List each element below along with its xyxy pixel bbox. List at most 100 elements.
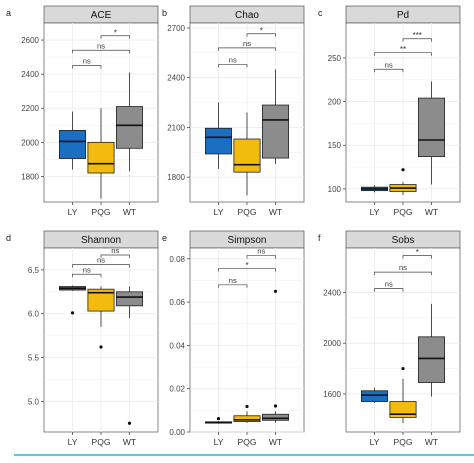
- bracket-label: ns: [83, 265, 91, 274]
- bracket-line: [246, 33, 276, 37]
- bracket-line: [402, 255, 432, 259]
- x-tick-label: PQG: [394, 207, 413, 217]
- x-tick-label: WT: [269, 437, 282, 447]
- bracket-label: ns: [229, 276, 237, 285]
- box-body: [115, 106, 144, 149]
- box-body: [58, 129, 87, 159]
- significance-bracket: ns: [100, 246, 130, 259]
- outlier-point: [273, 404, 278, 408]
- y-tick-label: 2000: [323, 339, 341, 348]
- y-tick-label: 1600: [323, 390, 341, 399]
- x-tick-label: PQG: [238, 207, 257, 217]
- bracket-line: [72, 65, 102, 69]
- bracket-line: [72, 273, 102, 278]
- box-wt: [417, 303, 446, 397]
- x-tick-label: LY: [214, 207, 224, 217]
- significance-bracket: ***: [402, 31, 432, 42]
- bracket-label: ns: [399, 263, 407, 272]
- bracket-line: [218, 284, 248, 288]
- x-tick-label: WT: [425, 207, 438, 217]
- significance-bracket: ns: [72, 41, 130, 54]
- y-tick-label: 150: [328, 141, 342, 150]
- bracket-line: [374, 52, 432, 56]
- panel-letter: f: [318, 233, 321, 243]
- bracket-label: ns: [229, 55, 237, 64]
- box-pqg: [87, 286, 115, 349]
- bracket-line: [374, 288, 404, 292]
- outlier-point: [245, 404, 249, 409]
- significance-bracket: *: [218, 261, 276, 272]
- box-pqg: [233, 404, 261, 423]
- bracket-line: [72, 49, 130, 54]
- panel-title: Chao: [235, 10, 259, 21]
- y-tick-label: 100: [328, 185, 342, 194]
- bracket-label: ns: [385, 60, 393, 69]
- x-tick-label: WT: [269, 207, 282, 217]
- x-tick-label: WT: [123, 207, 136, 217]
- significance-bracket: ns: [218, 55, 248, 68]
- panel-title: Simpson: [228, 235, 267, 246]
- box-pqg: [233, 112, 261, 196]
- y-tick-label: 1800: [21, 172, 39, 181]
- significance-bracket: *: [402, 248, 432, 259]
- y-tick-label: 0.06: [169, 298, 185, 307]
- outlier-point: [99, 345, 103, 349]
- significance-bracket: ns: [374, 263, 432, 276]
- bracket-label: ns: [83, 57, 91, 66]
- box-body: [261, 413, 290, 421]
- x-tick-label: PQG: [238, 437, 257, 447]
- panel-letter: c: [318, 8, 323, 18]
- x-tick-label: PQG: [394, 437, 413, 447]
- panel-simpson: e Simpson 0.00 0.02 0.04 0.06 0.08 LY PQG WT ns * ns: [162, 230, 305, 447]
- bracket-line: [218, 268, 276, 272]
- box-ly: [204, 102, 233, 169]
- box-pqg: [87, 108, 115, 199]
- bracket-label: ***: [413, 31, 422, 40]
- bracket-line: [72, 264, 130, 268]
- y-tick-label: 2700: [167, 24, 185, 33]
- bracket-line: [218, 64, 248, 68]
- x-tick-label: LY: [68, 207, 78, 217]
- x-tick-label: PQG: [92, 207, 111, 217]
- bracket-line: [218, 47, 276, 51]
- y-tick-label: 6.0: [28, 310, 40, 319]
- y-tick-label: 2600: [21, 36, 39, 45]
- box-ly: [58, 285, 87, 315]
- y-tick-label: 0.08: [169, 255, 185, 264]
- bracket-label: *: [245, 261, 248, 270]
- significance-bracket: **: [374, 45, 432, 56]
- box-wt: [261, 289, 290, 423]
- y-tick-label: 200: [328, 98, 342, 107]
- significance-bracket: ns: [218, 276, 248, 288]
- box-wt: [115, 286, 144, 425]
- significance-bracket: ns: [72, 256, 130, 268]
- panel-title: Pd: [397, 10, 409, 21]
- bracket-label: ns: [385, 280, 393, 289]
- bracket-label: *: [114, 28, 117, 37]
- box-ly: [360, 387, 389, 403]
- box-body: [417, 97, 446, 157]
- outlier-point: [70, 311, 75, 315]
- significance-bracket: ns: [374, 280, 404, 292]
- box-ly: [360, 185, 389, 193]
- bracket-label: *: [416, 248, 419, 257]
- box-wt: [115, 72, 144, 172]
- box-wt: [417, 81, 446, 185]
- bracket-label: ns: [243, 39, 251, 48]
- significance-bracket: ns: [72, 265, 102, 278]
- box-body: [115, 291, 144, 307]
- significance-bracket: *: [100, 28, 130, 39]
- x-tick-label: LY: [370, 207, 380, 217]
- box-pqg: [389, 366, 417, 424]
- y-tick-label: 2100: [167, 123, 185, 132]
- bracket-label: ns: [257, 247, 265, 256]
- box-ly: [204, 416, 233, 424]
- panel-letter: b: [162, 8, 167, 18]
- significance-bracket: ns: [218, 39, 276, 51]
- panel-letter: e: [162, 233, 167, 243]
- significance-bracket: ns: [374, 60, 404, 73]
- y-tick-label: 2200: [21, 104, 39, 113]
